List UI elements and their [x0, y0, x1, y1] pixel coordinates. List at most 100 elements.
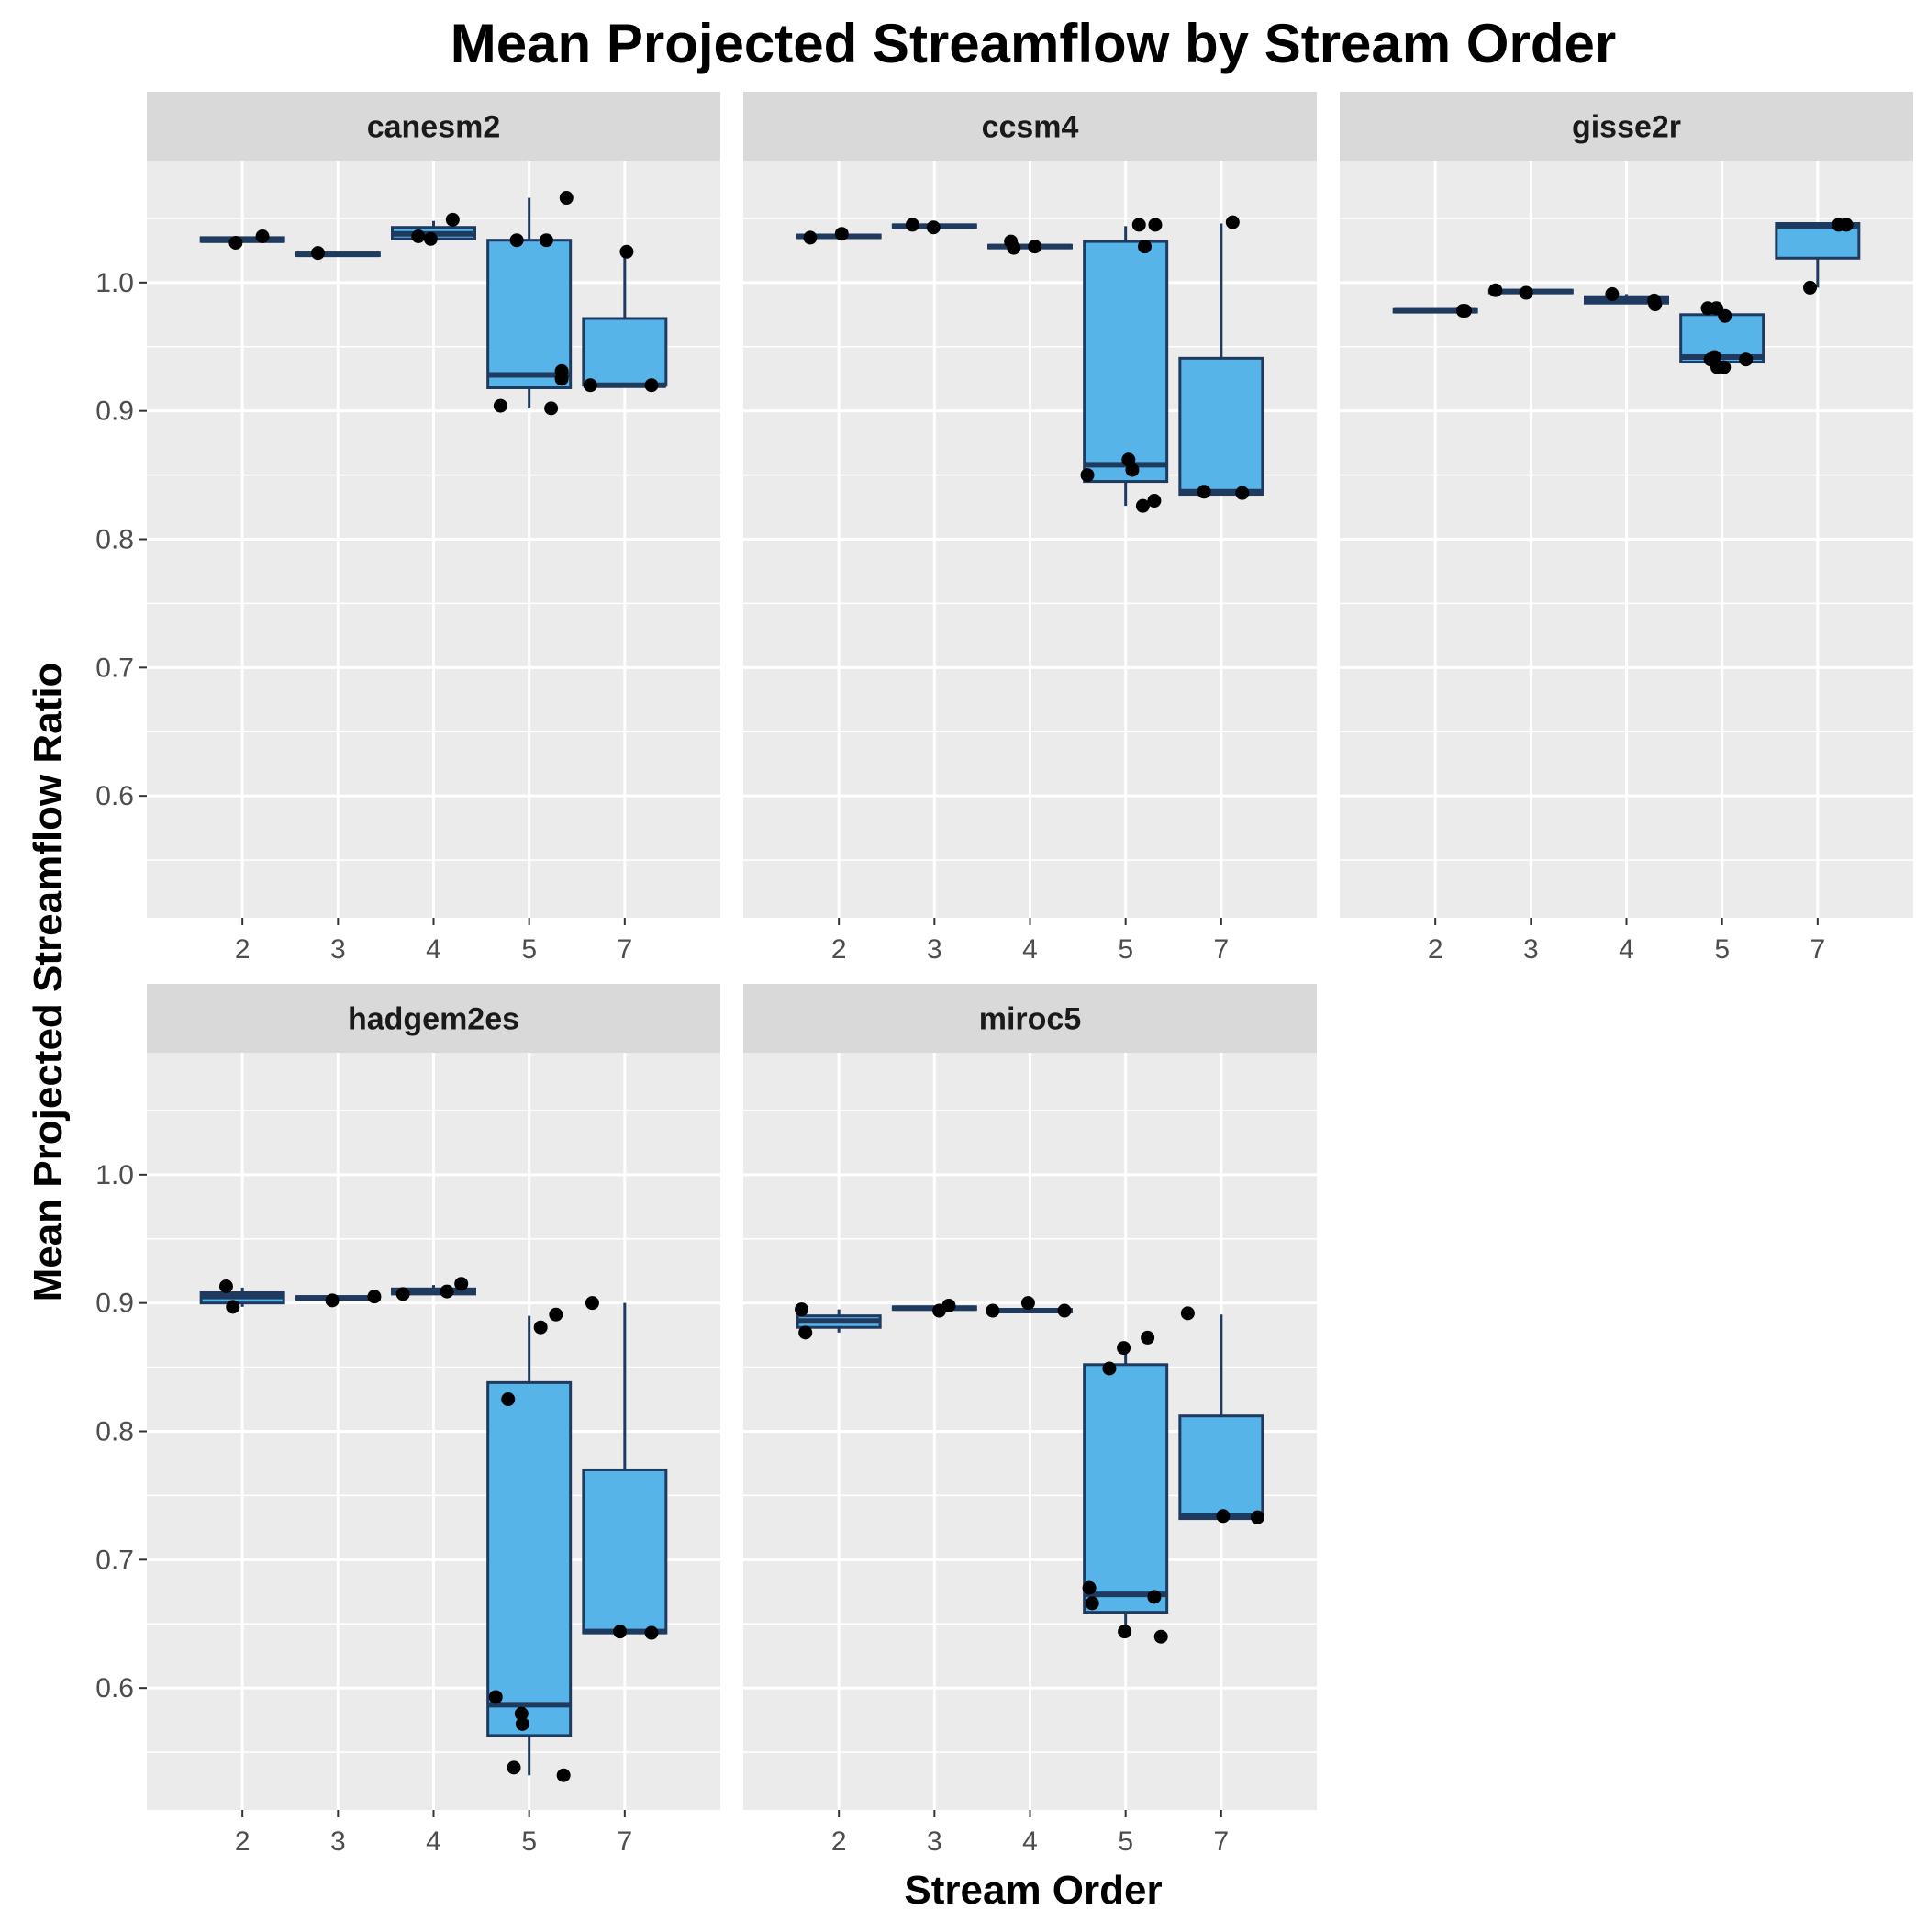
data-point [446, 213, 460, 227]
x-tick-label: 2 [235, 934, 251, 965]
data-point [544, 401, 558, 415]
data-point [411, 229, 425, 243]
y-tick-label: 0.6 [95, 781, 134, 811]
data-point [1058, 1304, 1072, 1318]
data-point [835, 227, 849, 240]
y-tick-label: 0.8 [95, 1417, 134, 1447]
panel-hadgem2es: hadgem2es0.60.70.80.91.02 3 4 5 7 [95, 984, 720, 1857]
x-tick-label: 5 [1118, 1826, 1133, 1857]
data-point [507, 1760, 521, 1774]
data-point [1125, 463, 1139, 476]
data-point [1102, 1361, 1116, 1375]
data-point [1147, 494, 1161, 508]
data-point [311, 246, 325, 260]
data-point [1648, 297, 1662, 311]
data-point [516, 1717, 529, 1731]
y-tick-label: 0.9 [95, 396, 134, 427]
data-point [549, 1308, 563, 1322]
x-tick-label: 4 [426, 934, 441, 965]
data-point [326, 1293, 340, 1307]
data-point [584, 378, 597, 392]
box-iqr [584, 318, 666, 385]
x-tick-label: 2 [831, 934, 847, 965]
data-point [619, 245, 633, 259]
data-point [1118, 1625, 1131, 1638]
data-point [1488, 284, 1502, 297]
panel-miroc5: miroc52 3 4 5 7 [743, 984, 1317, 1857]
data-point [927, 220, 941, 234]
data-point [1028, 240, 1041, 253]
data-point [440, 1285, 454, 1299]
data-point [986, 1304, 999, 1318]
data-point [1739, 352, 1753, 366]
data-point [1717, 361, 1731, 374]
data-point [367, 1290, 381, 1303]
x-tick-label: 2 [1428, 934, 1443, 965]
data-point [1840, 218, 1854, 231]
x-tick-label: 3 [927, 934, 942, 965]
x-tick-label: 4 [1022, 934, 1038, 965]
x-axis-title: Stream Order [904, 1868, 1162, 1913]
data-point [489, 1690, 503, 1703]
x-tick-label: 7 [617, 1826, 632, 1857]
data-point [1021, 1296, 1035, 1310]
box-iqr [1180, 358, 1263, 494]
x-tick-label: 5 [521, 934, 537, 965]
data-point [510, 233, 524, 247]
data-point [557, 1769, 571, 1782]
x-tick-label: 3 [330, 934, 346, 965]
y-tick-label: 1.0 [95, 268, 134, 298]
chart-title: Mean Projected Streamflow by Stream Orde… [451, 13, 1616, 74]
data-point [1138, 240, 1152, 253]
data-point [1520, 286, 1533, 300]
data-point [1458, 304, 1472, 318]
data-point [1117, 1341, 1131, 1355]
x-tick-label: 5 [521, 1826, 537, 1857]
data-point [645, 378, 659, 392]
data-point [798, 1325, 812, 1339]
data-point [613, 1625, 627, 1638]
box-iqr [1085, 1365, 1167, 1613]
data-point [1251, 1511, 1264, 1524]
panel-canesm2: canesm20.60.70.80.91.02 3 4 5 7 [95, 92, 720, 965]
data-point [1081, 468, 1095, 482]
box-iqr [1180, 1416, 1263, 1519]
x-tick-label: 3 [330, 1826, 346, 1857]
data-point [560, 191, 574, 205]
data-point [454, 1277, 468, 1290]
data-point [555, 372, 569, 385]
data-point [534, 1321, 548, 1335]
box-iqr [584, 1469, 666, 1633]
data-point [795, 1302, 808, 1316]
x-tick-label: 3 [1523, 934, 1539, 965]
data-point [1141, 1331, 1154, 1345]
y-tick-label: 0.9 [95, 1289, 134, 1319]
data-point [228, 236, 242, 250]
y-tick-label: 0.6 [95, 1673, 134, 1703]
data-point [1708, 350, 1721, 363]
data-point [219, 1279, 233, 1293]
data-point [494, 399, 507, 413]
data-point [540, 233, 553, 247]
data-point [906, 218, 919, 231]
data-point [1083, 1581, 1097, 1595]
data-point [226, 1300, 239, 1313]
x-tick-label: 7 [617, 934, 632, 965]
x-tick-label: 3 [927, 1826, 942, 1857]
x-tick-label: 7 [1213, 1826, 1229, 1857]
data-point [501, 1392, 515, 1406]
box-iqr [488, 1382, 571, 1736]
x-tick-label: 5 [1118, 934, 1133, 965]
data-point [585, 1296, 599, 1310]
x-tick-label: 2 [235, 1826, 251, 1857]
y-tick-label: 0.8 [95, 525, 134, 555]
data-point [1216, 1509, 1230, 1523]
x-tick-label: 2 [831, 1826, 847, 1857]
x-tick-label: 4 [1619, 934, 1634, 965]
strip-label: canesm2 [367, 110, 501, 145]
y-tick-label: 0.7 [95, 1545, 134, 1575]
data-point [1181, 1306, 1195, 1320]
data-point [1605, 287, 1619, 301]
data-point [1007, 241, 1020, 255]
